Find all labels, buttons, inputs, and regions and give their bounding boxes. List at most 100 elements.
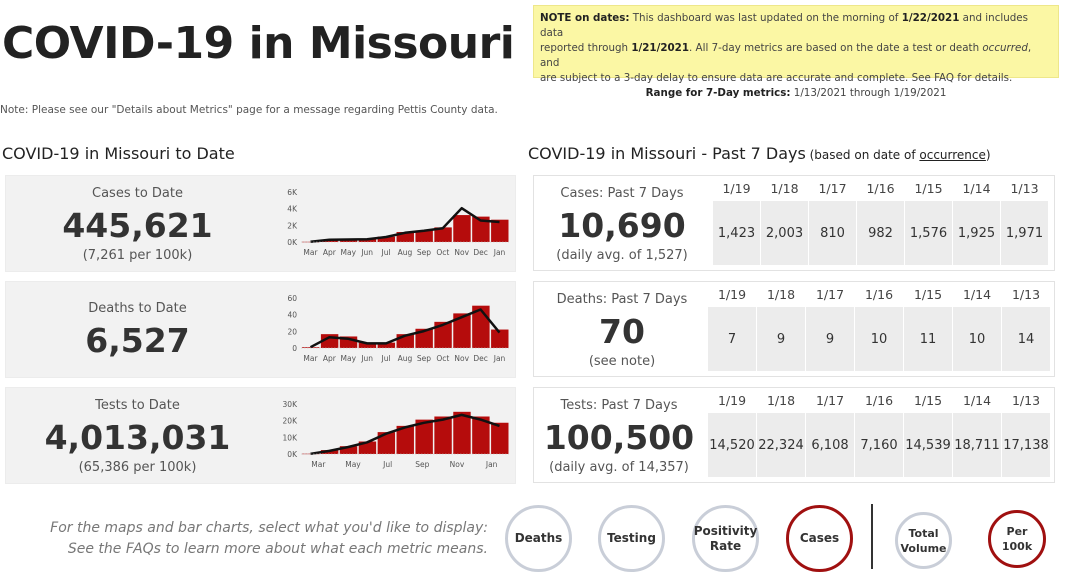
day-header: 1/16	[857, 179, 904, 201]
y-tick-label: 2K	[287, 221, 298, 230]
day-header: 1/13	[1002, 391, 1050, 413]
note-occurred: occurred	[982, 42, 1028, 54]
cases-trend-chart[interactable]: 6K 4K 2K 0K Mar Apr May Jun Jul Aug Sep Oct Nov Dec Ja…	[269, 186, 519, 270]
per-100k-button[interactable]: Per 100k	[988, 510, 1046, 568]
daily-value: 9	[757, 307, 805, 371]
tests-per-100k: (65,386 per 100k)	[78, 460, 197, 475]
tests-past-7-value: 100,500	[543, 418, 695, 457]
occurrence-link[interactable]: occurrence	[919, 148, 986, 162]
daily-value: 810	[809, 201, 856, 265]
cases-metric-button[interactable]: Cases	[786, 505, 853, 572]
moving-average-line	[310, 413, 500, 456]
y-tick-label: 20	[287, 327, 297, 336]
chart-bar[interactable]	[415, 230, 433, 242]
x-tick-label: Mar	[303, 248, 318, 257]
x-tick-label: Nov	[454, 354, 469, 363]
day-column: 1/16 10	[855, 285, 903, 371]
chart-bar[interactable]	[415, 328, 433, 348]
day-column: 1/17 810	[809, 179, 856, 265]
testing-metric-button[interactable]: Testing	[598, 505, 665, 572]
day-column: 1/14 10	[953, 285, 1001, 371]
chart-bar[interactable]	[472, 416, 490, 455]
total-volume-button[interactable]: Total Volume	[895, 512, 952, 569]
x-tick-label: Aug	[398, 354, 413, 363]
cases-past-7-panel: Cases: Past 7 Days 10,690 (daily avg. of…	[533, 175, 1055, 271]
tests-to-date-panel: Tests to Date 4,013,031 (65,386 per 100k…	[5, 387, 516, 484]
day-column: 1/15 1,576	[905, 179, 952, 265]
chart-bar[interactable]	[491, 329, 509, 348]
note-reported-date: 1/21/2021	[631, 42, 690, 54]
range-label: Range for 7-Day metrics:	[645, 87, 791, 99]
day-header: 1/14	[953, 179, 1000, 201]
day-column: 1/19 7	[708, 285, 756, 371]
deaths-trend-chart[interactable]: 60 40 20 0 Mar Apr May Jun Jul Aug Sep Oct Nov Dec Jan	[269, 292, 519, 376]
positivity-rate-metric-button[interactable]: Positivity Rate	[692, 505, 759, 572]
day-column: 1/18 9	[757, 285, 805, 371]
cases-per-100k: (7,261 per 100k)	[82, 248, 193, 263]
day-column: 1/17 9	[806, 285, 854, 371]
chart-bar[interactable]	[472, 216, 490, 242]
day-column: 1/16 7,160	[855, 391, 903, 477]
chart-bar[interactable]	[377, 236, 396, 242]
day-column: 1/15 14,539	[904, 391, 952, 477]
tests-daily-table: 1/19 14,520 1/18 22,324 1/17 6,108 1/16 7,16…	[708, 391, 1051, 477]
chart-bar[interactable]	[453, 215, 471, 242]
chart-bar[interactable]	[434, 227, 452, 242]
chart-bar[interactable]	[396, 425, 414, 454]
chart-bar[interactable]	[453, 313, 471, 348]
y-tick-label: 4K	[287, 205, 298, 214]
deaths-metric-button[interactable]: Deaths	[505, 505, 572, 572]
day-column: 1/13 1,971	[1001, 179, 1048, 265]
x-tick-label: Dec	[473, 354, 488, 363]
chart-bar[interactable]	[358, 441, 377, 455]
daily-value: 14	[1002, 307, 1050, 371]
day-column: 1/14 18,711	[953, 391, 1001, 477]
chart-bar[interactable]	[339, 336, 358, 348]
chart-bar[interactable]	[302, 347, 320, 348]
deaths-see-note: (see note)	[588, 354, 656, 369]
daily-value: 1,925	[953, 201, 1000, 265]
x-tick-label: Sep	[415, 460, 429, 469]
page-title: COVID-19 in Missouri	[2, 18, 515, 69]
chart-bar[interactable]	[377, 432, 396, 454]
day-header: 1/16	[855, 391, 903, 413]
daily-value: 1,576	[905, 201, 952, 265]
chart-bar[interactable]	[377, 342, 396, 348]
day-column: 1/18 2,003	[761, 179, 808, 265]
daily-value: 17,138	[1002, 413, 1050, 477]
day-header: 1/15	[904, 391, 952, 413]
chart-bar[interactable]	[491, 422, 509, 454]
x-tick-label: Jul	[381, 248, 391, 257]
cases-past-7-value: 10,690	[558, 206, 686, 245]
y-tick-label: 6K	[287, 188, 298, 197]
chart-bar[interactable]	[358, 342, 377, 348]
daily-value: 10	[855, 307, 903, 371]
chart-bar[interactable]	[491, 219, 509, 242]
to-date-section-title: COVID-19 in Missouri to Date	[2, 144, 235, 163]
x-tick-label: Jan	[485, 460, 498, 469]
x-tick-label: Sep	[417, 248, 431, 257]
moving-average-line	[310, 206, 500, 244]
daily-value: 18,711	[953, 413, 1001, 477]
deaths-to-date-panel: Deaths to Date 6,527 60 40 20 0 Mar Apr May Jun…	[5, 281, 516, 378]
chart-bar[interactable]	[396, 232, 414, 242]
y-tick-label: 0K	[287, 450, 298, 459]
pettis-county-note: Note: Please see our "Details about Metr…	[0, 104, 498, 116]
tests-trend-chart[interactable]: 30K 20K 10K 0K Mar May Jul Sep Nov Jan	[269, 398, 519, 482]
day-column: 1/16 982	[857, 179, 904, 265]
chart-bar[interactable]	[434, 321, 452, 348]
x-tick-label: Sep	[417, 354, 431, 363]
metric-instructions: For the maps and bar charts, select what…	[20, 518, 488, 560]
chart-bar[interactable]	[339, 446, 358, 454]
y-tick-label: 40	[287, 311, 297, 320]
chart-bar[interactable]	[434, 416, 452, 455]
daily-value: 1,423	[713, 201, 760, 265]
chart-bar[interactable]	[453, 411, 471, 454]
chart-bar[interactable]	[415, 419, 433, 454]
past-7-days-section-title: COVID-19 in Missouri - Past 7 Days (base…	[528, 144, 991, 163]
day-header: 1/15	[905, 179, 952, 201]
day-header: 1/19	[713, 179, 760, 201]
cases-to-date-value: 445,621	[62, 206, 213, 245]
tests-to-date-value: 4,013,031	[44, 418, 231, 457]
chart-bar[interactable]	[358, 239, 377, 242]
